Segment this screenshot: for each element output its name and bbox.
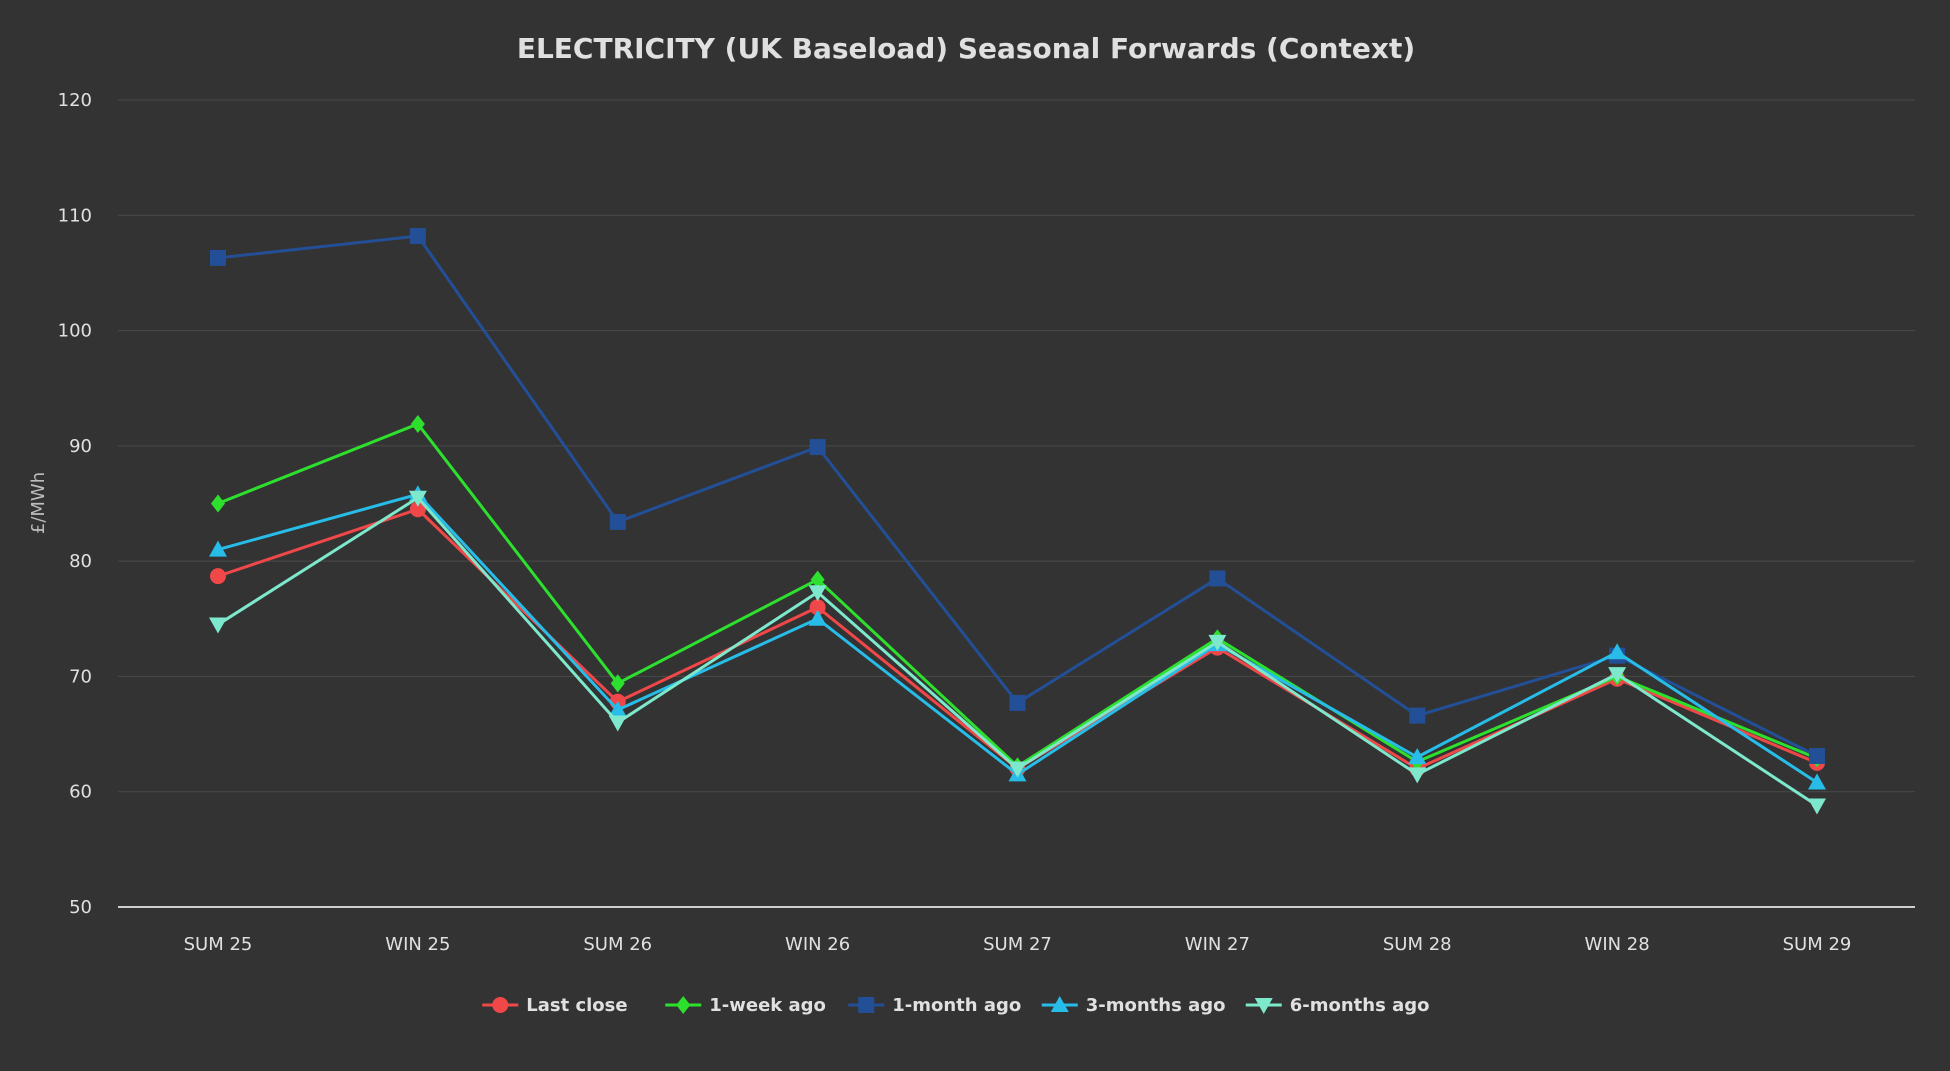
legend-label: 1-month ago	[892, 995, 1021, 1016]
legend-marker	[1254, 998, 1273, 1014]
data-point	[1009, 694, 1026, 711]
y-tick-label: 80	[69, 551, 92, 572]
data-point	[409, 228, 426, 245]
data-point	[808, 585, 827, 602]
data-point	[1809, 747, 1825, 764]
data-point	[1608, 667, 1627, 684]
data-point	[209, 617, 227, 634]
legend-marker	[676, 996, 691, 1014]
x-tick-label: SUM 27	[983, 934, 1052, 955]
legend-marker	[492, 997, 509, 1013]
data-point	[808, 609, 827, 626]
x-tick-label: SUM 28	[1383, 934, 1452, 955]
y-tick-label: 70	[69, 666, 92, 687]
series-line	[217, 422, 1818, 768]
data-point	[608, 700, 627, 717]
y-axis-label: £/MWh	[28, 472, 49, 534]
legend-label: 6-months ago	[1290, 995, 1430, 1016]
series-line	[217, 507, 1818, 771]
data-point	[410, 414, 425, 433]
legend-item[interactable]: 1-month ago	[848, 995, 1021, 1016]
data-point	[810, 570, 825, 589]
x-tick-label: SUM 29	[1783, 934, 1852, 955]
data-point	[1408, 748, 1427, 765]
legend-label: Last close	[526, 995, 627, 1016]
data-point	[609, 513, 626, 530]
series-line	[217, 492, 1818, 784]
data-point	[1209, 570, 1226, 587]
data-point	[409, 501, 426, 518]
series-last-close	[210, 501, 1825, 777]
data-point	[1808, 773, 1826, 790]
x-tick-label: WIN 25	[385, 934, 450, 955]
legend-item[interactable]: 6-months ago	[1245, 995, 1430, 1016]
legend-label: 3-months ago	[1086, 995, 1226, 1016]
chart-title: ELECTRICITY (UK Baseload) Seasonal Forwa…	[517, 32, 1415, 65]
data-point	[610, 674, 625, 693]
x-tick-label: WIN 28	[1585, 934, 1650, 955]
series-3-months-ago	[209, 485, 1826, 790]
legend-item[interactable]: 3-months ago	[1041, 995, 1226, 1016]
data-point	[1808, 798, 1826, 815]
series-line	[217, 234, 1818, 758]
data-point	[210, 568, 226, 585]
gridlines	[118, 99, 1915, 793]
y-axis-ticks: 50 60 70 80 90 100 110 120	[58, 90, 92, 918]
series-1-month-ago	[210, 228, 1825, 764]
data-point	[1008, 761, 1027, 778]
y-tick-label: 120	[58, 90, 92, 111]
y-tick-label: 100	[58, 321, 92, 342]
series-group	[209, 228, 1826, 815]
y-tick-label: 110	[58, 205, 92, 226]
data-point	[1409, 707, 1426, 724]
legend-marker	[1050, 996, 1069, 1012]
data-point	[1408, 767, 1427, 784]
data-point	[1608, 643, 1627, 660]
x-tick-label: WIN 27	[1185, 934, 1250, 955]
legend-item[interactable]: Last close	[482, 995, 628, 1016]
x-axis-ticks: SUM 25 WIN 25 SUM 26 WIN 26 SUM 27 WIN 27 SUM …	[184, 934, 1852, 955]
legend-item[interactable]: 1-week ago	[665, 995, 826, 1016]
data-point	[211, 494, 225, 513]
data-point	[408, 490, 427, 507]
data-point	[1208, 634, 1227, 651]
legend: Last close 1-week ago 1-month ago 3-months …	[482, 995, 1429, 1016]
x-tick-label: SUM 26	[583, 934, 652, 955]
y-tick-label: 90	[69, 436, 92, 457]
x-tick-label: SUM 25	[184, 934, 253, 955]
data-point	[809, 599, 826, 616]
data-point	[809, 439, 826, 456]
x-tick-label: WIN 26	[785, 934, 850, 955]
data-point	[209, 540, 227, 557]
series-6-months-ago	[209, 490, 1826, 815]
series-1-week-ago	[211, 414, 1824, 776]
data-point	[608, 715, 627, 732]
data-point	[210, 249, 226, 266]
y-tick-label: 50	[69, 897, 92, 918]
legend-marker	[858, 997, 875, 1013]
legend-label: 1-week ago	[709, 995, 826, 1016]
y-tick-label: 60	[69, 782, 92, 803]
